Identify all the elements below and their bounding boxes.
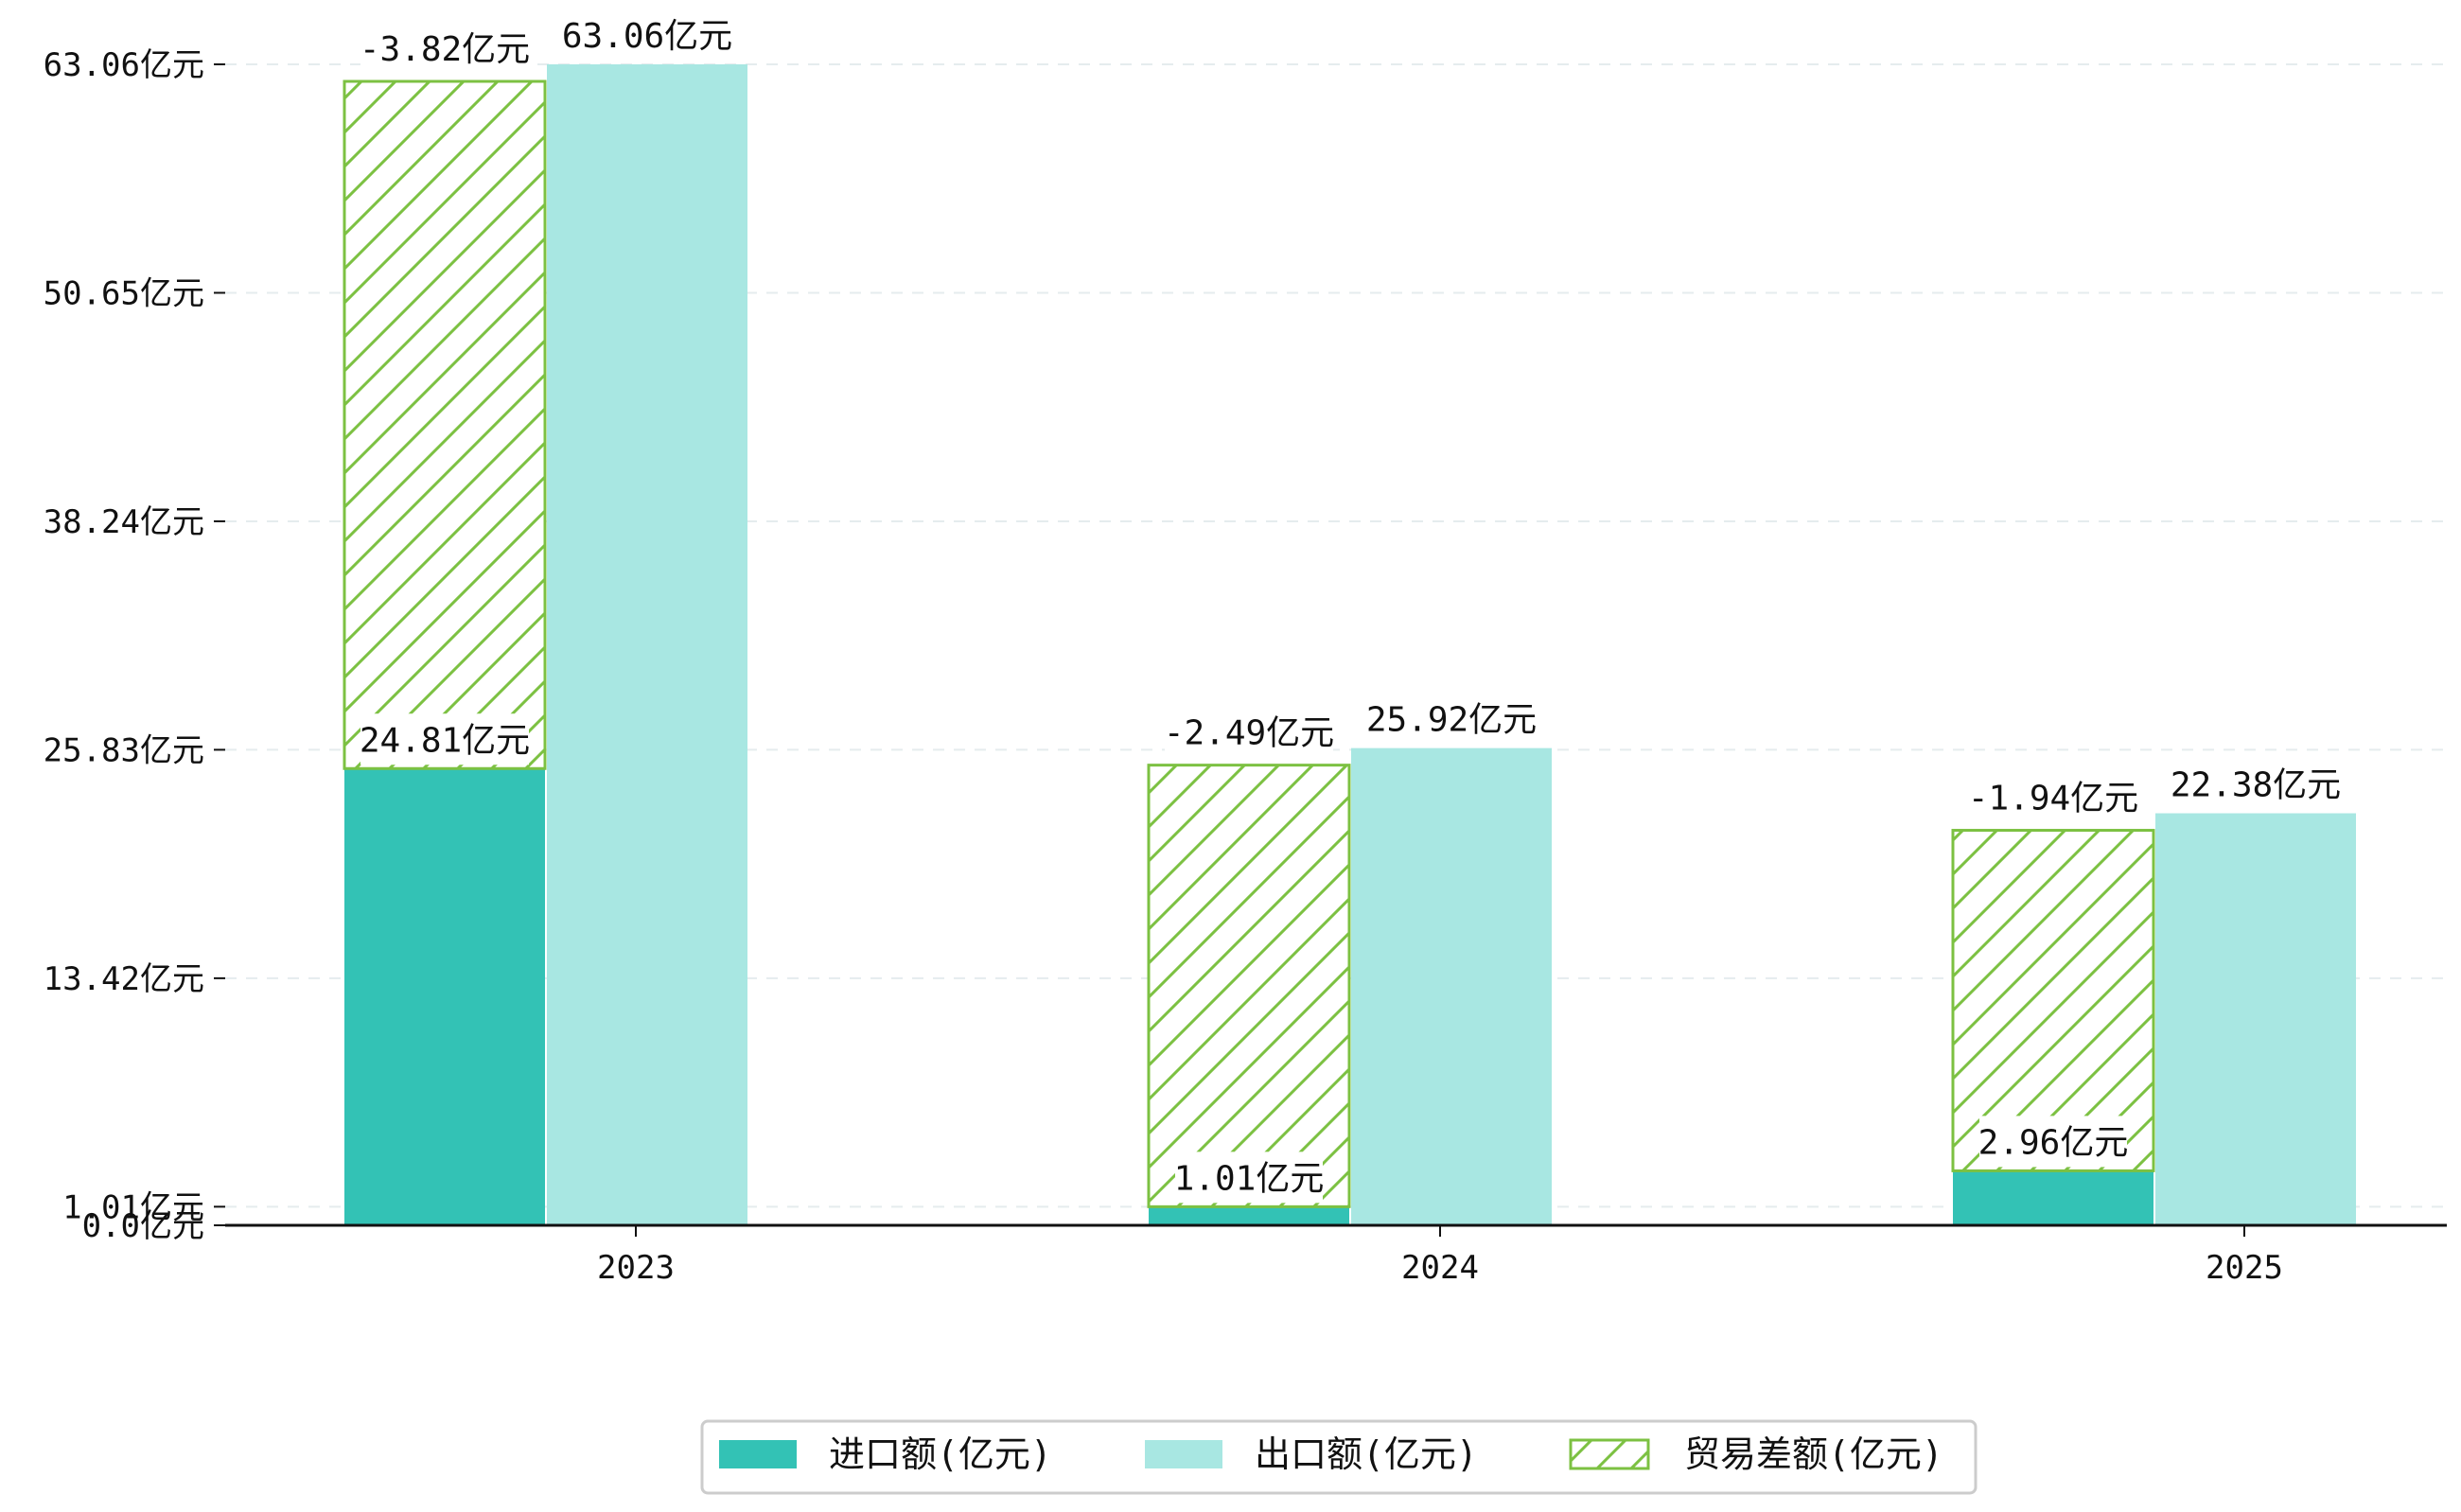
y-tick-label: 13.42亿元 bbox=[44, 960, 204, 998]
bar-balance bbox=[1147, 764, 1351, 1208]
y-tick-label: 63.06亿元 bbox=[44, 46, 204, 84]
bars bbox=[343, 64, 2356, 1225]
data-label-balance-bg bbox=[1165, 706, 1333, 758]
data-label-export-group: 63.06亿元 bbox=[562, 9, 732, 61]
data-label-export-bg bbox=[2171, 758, 2340, 810]
data-label-balance-group: -3.82亿元 bbox=[360, 23, 530, 74]
data-label-import-group: 24.81亿元 bbox=[360, 713, 530, 765]
legend: 进口额(亿元) 出口额(亿元) 贸易差额(亿元) bbox=[700, 1419, 1978, 1495]
legend-swatch-import bbox=[719, 1440, 797, 1468]
data-label-export-bg bbox=[1367, 693, 1536, 745]
data-label-balance: -3.82亿元 bbox=[360, 30, 530, 69]
bar-export bbox=[1351, 747, 1552, 1225]
data-label-balance: -2.49亿元 bbox=[1164, 714, 1334, 753]
data-label-export: 22.38亿元 bbox=[2171, 766, 2341, 805]
data-label-export-bg bbox=[563, 9, 731, 61]
bar-export bbox=[2155, 813, 2356, 1225]
bar-import bbox=[1149, 1206, 1349, 1225]
legend-swatch-export bbox=[1145, 1440, 1222, 1468]
x-tick-label: 2023 bbox=[597, 1249, 675, 1287]
data-label-import-bg bbox=[360, 713, 529, 765]
legend-label-balance: 贸易差额(亿元) bbox=[1684, 1433, 1943, 1475]
data-label-import-bg bbox=[1175, 1152, 1323, 1204]
bar-import bbox=[1953, 1170, 2153, 1225]
bar-balance bbox=[1951, 829, 2155, 1172]
data-label-balance-group: -1.94亿元 bbox=[1968, 771, 2138, 823]
data-label-balance-group: -2.49亿元 bbox=[1164, 706, 1334, 758]
data-label-export-group: 25.92亿元 bbox=[1366, 693, 1537, 745]
data-label-import: 2.96亿元 bbox=[1978, 1123, 2129, 1162]
data-label-balance: -1.94亿元 bbox=[1968, 780, 2138, 818]
legend-label-export: 出口额(亿元) bbox=[1255, 1433, 1478, 1475]
data-label-import: 1.01亿元 bbox=[1174, 1159, 1325, 1198]
bar-export bbox=[547, 64, 747, 1225]
y-tick-label: 0.0亿元 bbox=[82, 1207, 204, 1245]
data-labels: 24.81亿元 63.06亿元 -3.82亿元 1.01亿元 25.92亿元 -2.49亿… bbox=[360, 9, 2341, 1204]
data-label-import: 24.81亿元 bbox=[360, 721, 530, 760]
y-tick-label: 25.83亿元 bbox=[44, 731, 204, 769]
data-label-export: 25.92亿元 bbox=[1366, 701, 1537, 740]
data-label-export-group: 22.38亿元 bbox=[2171, 758, 2341, 810]
legend-swatch-balance bbox=[1569, 1438, 1650, 1470]
data-label-balance-bg bbox=[1969, 771, 2137, 823]
legend-frame bbox=[700, 1419, 1978, 1495]
data-label-import-group: 1.01亿元 bbox=[1174, 1152, 1325, 1204]
bar-balance bbox=[343, 79, 547, 770]
y-tick-label: 1.01亿元 bbox=[62, 1188, 204, 1226]
data-label-export: 63.06亿元 bbox=[562, 17, 732, 56]
x-tick-label: 2024 bbox=[1401, 1249, 1479, 1287]
y-tick-label: 38.24亿元 bbox=[44, 503, 204, 541]
bar-import bbox=[344, 768, 545, 1225]
axes: 0.0亿元1.01亿元13.42亿元25.83亿元38.24亿元50.65亿元6… bbox=[44, 46, 2447, 1287]
data-label-import-bg bbox=[1979, 1116, 2127, 1168]
y-tick-label: 50.65亿元 bbox=[44, 274, 204, 312]
data-label-balance-bg bbox=[360, 23, 529, 74]
x-tick-label: 2025 bbox=[2206, 1249, 2283, 1287]
legend-label-import: 进口额(亿元) bbox=[829, 1433, 1052, 1475]
data-label-import-group: 2.96亿元 bbox=[1978, 1116, 2129, 1168]
